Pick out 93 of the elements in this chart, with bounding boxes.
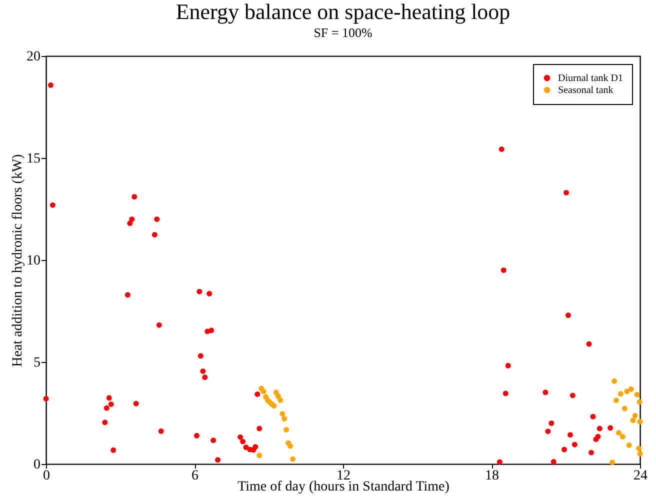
point xyxy=(215,457,221,463)
point xyxy=(206,290,212,296)
point xyxy=(133,400,139,406)
point xyxy=(616,430,622,436)
point xyxy=(108,401,114,407)
point xyxy=(626,442,632,448)
y-tick-label: 0 xyxy=(34,458,40,472)
point xyxy=(260,388,266,394)
point xyxy=(622,406,628,412)
point xyxy=(502,390,508,396)
x-tick-label: 0 xyxy=(43,468,50,484)
point xyxy=(624,388,630,394)
point xyxy=(612,378,617,384)
point xyxy=(290,456,296,462)
y-axis-title: Heat addition to hydronic floors (kW) xyxy=(10,154,26,367)
point xyxy=(284,426,290,432)
y-tick-label: 15 xyxy=(26,152,40,166)
point xyxy=(104,405,110,411)
point xyxy=(240,438,246,444)
point xyxy=(610,460,616,466)
point xyxy=(630,418,636,424)
point xyxy=(132,194,138,200)
point xyxy=(628,386,634,392)
point xyxy=(256,426,262,432)
point xyxy=(618,391,624,397)
point xyxy=(500,267,506,273)
point xyxy=(634,392,640,398)
point xyxy=(496,459,502,465)
point xyxy=(102,420,108,426)
point xyxy=(110,447,116,453)
point xyxy=(278,397,284,403)
y-tick-label: 5 xyxy=(34,356,40,370)
point xyxy=(152,232,158,238)
point xyxy=(570,392,576,398)
point xyxy=(282,416,288,422)
point xyxy=(129,216,135,222)
point xyxy=(256,452,262,458)
point xyxy=(595,434,601,440)
chart-subtitle: SF = 100% xyxy=(314,25,372,40)
point xyxy=(620,434,626,440)
point xyxy=(590,414,596,420)
point xyxy=(562,446,568,452)
point xyxy=(198,353,204,359)
point xyxy=(288,443,294,449)
point xyxy=(127,220,133,226)
legend-label: Seasonal tank xyxy=(558,85,614,96)
point xyxy=(48,82,54,88)
point xyxy=(542,390,548,396)
point xyxy=(124,292,130,298)
point xyxy=(106,395,112,401)
point xyxy=(254,392,260,397)
point xyxy=(43,396,49,402)
point xyxy=(564,190,569,196)
point xyxy=(202,374,208,380)
point xyxy=(596,426,602,432)
point xyxy=(608,425,614,431)
y-tick-label: 20 xyxy=(26,50,40,64)
point xyxy=(550,459,556,464)
point xyxy=(545,428,551,434)
point xyxy=(156,322,162,328)
legend-label: Diurnal tank D1 xyxy=(558,73,623,84)
point xyxy=(572,442,578,448)
point xyxy=(632,412,638,418)
point xyxy=(280,411,286,417)
x-tick-label: 24 xyxy=(634,468,648,484)
point xyxy=(498,146,504,152)
point xyxy=(252,444,258,450)
point xyxy=(275,394,281,400)
point xyxy=(200,368,206,374)
point xyxy=(158,428,164,434)
point xyxy=(196,288,202,294)
chart-title: Energy balance on space-heating loop xyxy=(176,0,510,24)
point xyxy=(588,450,594,456)
point xyxy=(614,398,619,404)
point xyxy=(154,216,160,222)
point xyxy=(505,362,511,368)
point xyxy=(636,399,642,405)
y-tick-label: 10 xyxy=(26,254,40,268)
point xyxy=(586,341,592,347)
point xyxy=(565,312,571,318)
point xyxy=(567,432,573,438)
point xyxy=(238,434,244,440)
point xyxy=(637,419,643,425)
point xyxy=(548,420,554,426)
point xyxy=(637,451,643,457)
point xyxy=(243,444,249,450)
x-tick-label: 6 xyxy=(192,468,198,484)
point xyxy=(50,202,56,208)
x-tick-label: 18 xyxy=(485,468,499,484)
point xyxy=(194,432,200,438)
point xyxy=(636,446,642,452)
point xyxy=(210,438,216,444)
point xyxy=(208,328,214,334)
